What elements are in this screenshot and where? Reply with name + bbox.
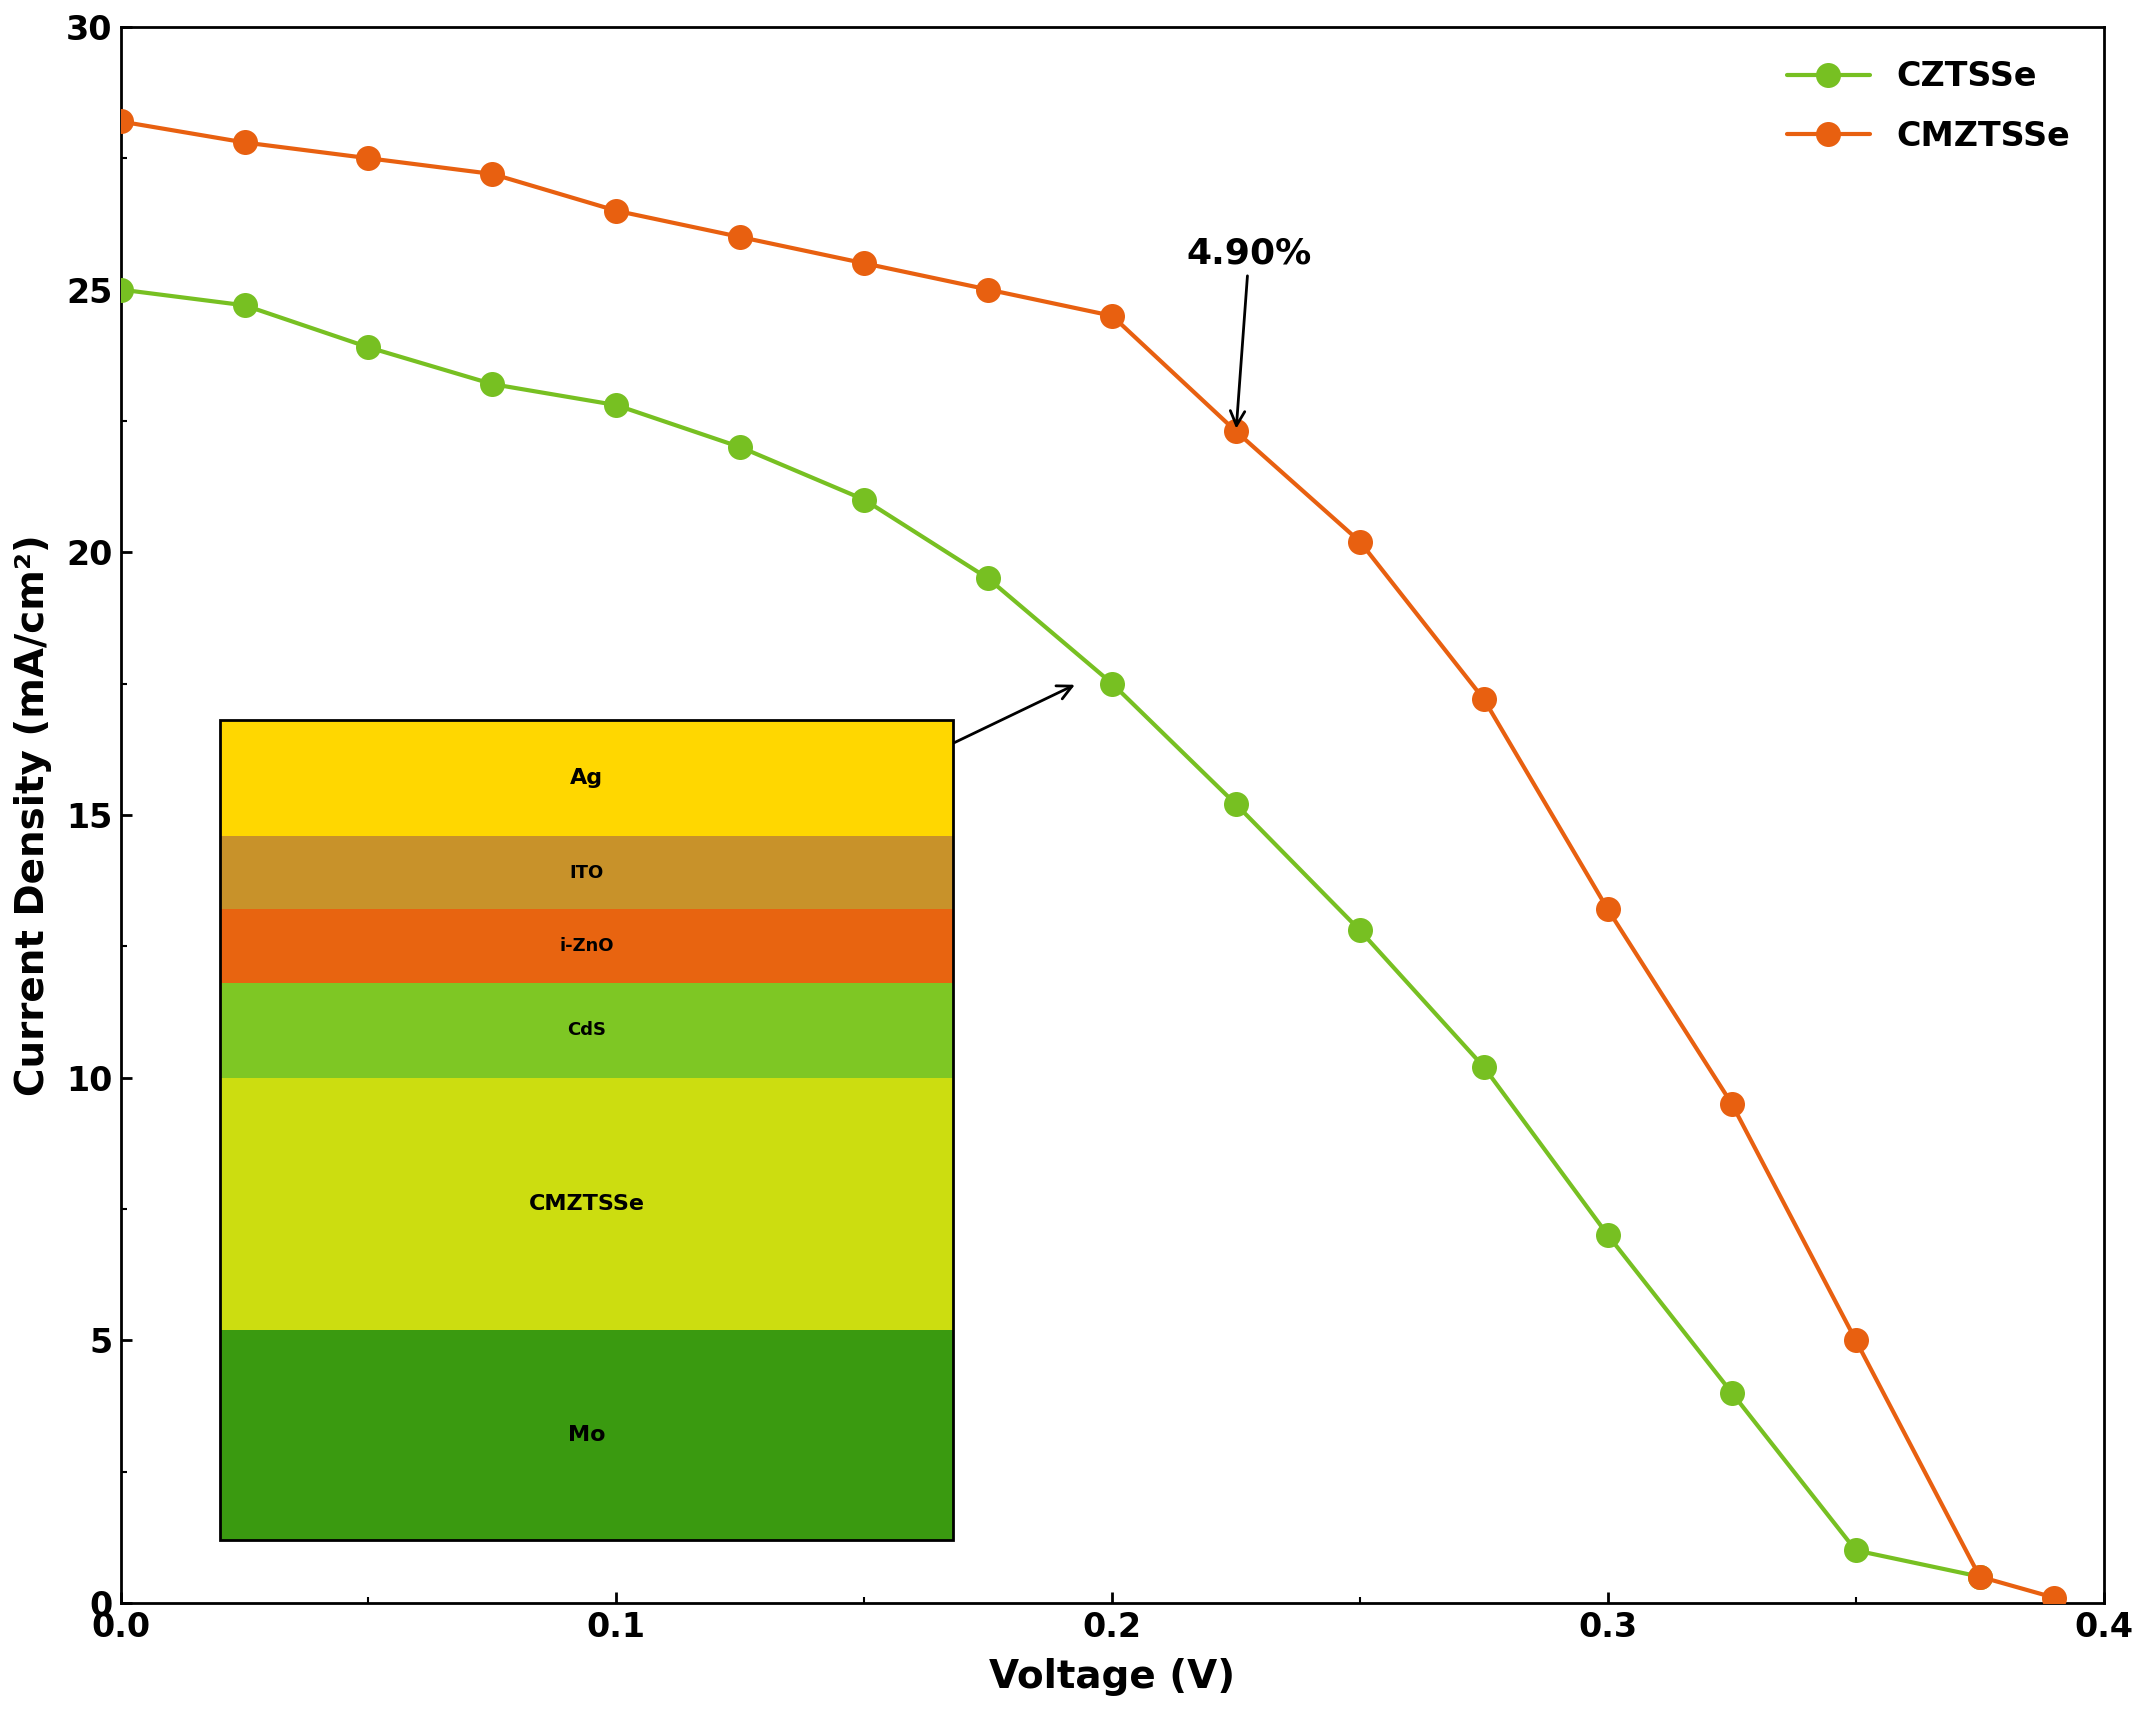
CZTSSe xyxy=(1720,1382,1746,1402)
CZTSSe xyxy=(1595,1224,1621,1245)
CMZTSSe xyxy=(852,253,878,274)
CMZTSSe xyxy=(1967,1566,1992,1587)
CZTSSe xyxy=(603,395,629,416)
CMZTSSe xyxy=(356,149,382,169)
CMZTSSe xyxy=(975,279,1001,299)
CZTSSe xyxy=(1346,920,1372,940)
CZTSSe xyxy=(728,436,754,457)
CZTSSe xyxy=(479,374,505,395)
CMZTSSe xyxy=(728,227,754,248)
CZTSSe xyxy=(1099,674,1125,694)
CMZTSSe xyxy=(1720,1094,1746,1115)
CZTSSe xyxy=(356,337,382,357)
CZTSSe xyxy=(1842,1541,1868,1561)
CZTSSe xyxy=(232,296,258,316)
CZTSSe xyxy=(975,568,1001,588)
CMZTSSe xyxy=(1224,421,1250,441)
CMZTSSe xyxy=(1099,306,1125,327)
CMZTSSe xyxy=(1346,532,1372,552)
Legend: CZTSSe, CMZTSSe: CZTSSe, CMZTSSe xyxy=(1769,43,2087,169)
CZTSSe xyxy=(1471,1057,1496,1077)
CZTSSe xyxy=(1967,1566,1992,1587)
CMZTSSe xyxy=(479,164,505,185)
CMZTSSe xyxy=(603,200,629,221)
CMZTSSe xyxy=(1471,689,1496,710)
Line: CZTSSe: CZTSSe xyxy=(107,277,1992,1589)
Y-axis label: Current Density (mA/cm²): Current Density (mA/cm²) xyxy=(13,534,52,1096)
CZTSSe xyxy=(852,489,878,510)
X-axis label: Voltage (V): Voltage (V) xyxy=(990,1659,1235,1696)
Line: CMZTSSe: CMZTSSe xyxy=(107,109,2068,1611)
CMZTSSe xyxy=(1842,1330,1868,1351)
CMZTSSe xyxy=(232,132,258,152)
CMZTSSe xyxy=(1595,899,1621,920)
CZTSSe xyxy=(107,279,133,299)
CZTSSe xyxy=(1224,793,1250,814)
Text: 4.90%: 4.90% xyxy=(1187,236,1312,426)
CMZTSSe xyxy=(2042,1587,2068,1607)
Text: 3.61%: 3.61% xyxy=(741,686,1071,833)
CMZTSSe xyxy=(107,111,133,132)
